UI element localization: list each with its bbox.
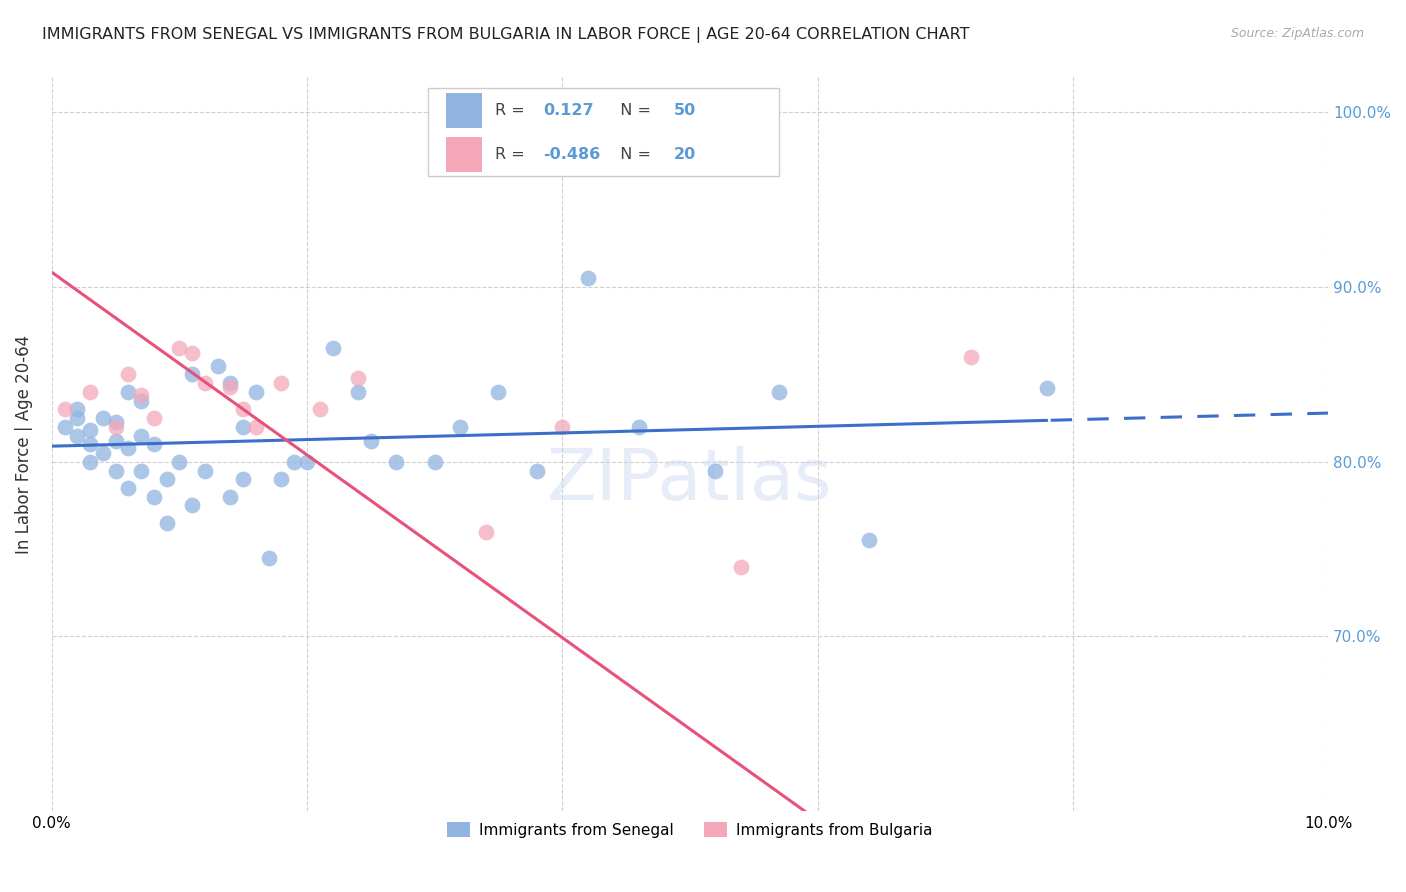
- Point: [257, 550, 280, 565]
- Point: [142, 490, 165, 504]
- Point: [704, 463, 727, 477]
- Point: [117, 368, 139, 382]
- Point: [104, 420, 127, 434]
- Text: ZIPatlas: ZIPatlas: [547, 447, 832, 516]
- Text: 20: 20: [673, 147, 696, 162]
- Point: [79, 423, 101, 437]
- Point: [295, 455, 318, 469]
- Point: [79, 437, 101, 451]
- Text: 0.127: 0.127: [543, 103, 593, 118]
- Point: [181, 499, 204, 513]
- Point: [169, 455, 191, 469]
- Point: [53, 420, 76, 434]
- Point: [181, 346, 204, 360]
- Point: [104, 434, 127, 448]
- Point: [245, 420, 267, 434]
- Point: [526, 463, 548, 477]
- Point: [219, 490, 242, 504]
- Point: [117, 481, 139, 495]
- Legend: Immigrants from Senegal, Immigrants from Bulgaria: Immigrants from Senegal, Immigrants from…: [441, 815, 939, 844]
- Point: [322, 341, 344, 355]
- Point: [627, 420, 650, 434]
- Point: [207, 359, 229, 373]
- Point: [66, 428, 89, 442]
- Point: [53, 402, 76, 417]
- Point: [79, 455, 101, 469]
- Point: [194, 376, 217, 391]
- Point: [181, 368, 204, 382]
- Point: [858, 533, 880, 548]
- FancyBboxPatch shape: [446, 93, 482, 128]
- Point: [129, 463, 152, 477]
- Point: [232, 472, 254, 486]
- Point: [156, 472, 179, 486]
- Text: R =: R =: [495, 103, 530, 118]
- Point: [129, 428, 152, 442]
- Point: [232, 420, 254, 434]
- Point: [232, 402, 254, 417]
- Text: Source: ZipAtlas.com: Source: ZipAtlas.com: [1230, 27, 1364, 40]
- Point: [347, 384, 370, 399]
- Point: [91, 411, 114, 425]
- Point: [730, 559, 752, 574]
- Point: [219, 376, 242, 391]
- Point: [768, 384, 790, 399]
- Point: [488, 384, 510, 399]
- Point: [117, 384, 139, 399]
- Point: [385, 455, 408, 469]
- Text: R =: R =: [495, 147, 530, 162]
- Point: [551, 420, 574, 434]
- Point: [219, 379, 242, 393]
- Y-axis label: In Labor Force | Age 20-64: In Labor Force | Age 20-64: [15, 334, 32, 554]
- Point: [474, 524, 496, 539]
- Point: [169, 341, 191, 355]
- Point: [129, 388, 152, 402]
- Point: [347, 371, 370, 385]
- Text: 50: 50: [673, 103, 696, 118]
- Point: [117, 441, 139, 455]
- Point: [245, 384, 267, 399]
- Point: [104, 415, 127, 429]
- Point: [1036, 381, 1059, 395]
- Point: [270, 376, 292, 391]
- Point: [576, 271, 599, 285]
- Text: IMMIGRANTS FROM SENEGAL VS IMMIGRANTS FROM BULGARIA IN LABOR FORCE | AGE 20-64 C: IMMIGRANTS FROM SENEGAL VS IMMIGRANTS FR…: [42, 27, 970, 43]
- Point: [308, 402, 330, 417]
- Point: [156, 516, 179, 530]
- Text: N =: N =: [610, 147, 655, 162]
- Point: [142, 411, 165, 425]
- Point: [360, 434, 382, 448]
- Text: -0.486: -0.486: [543, 147, 600, 162]
- Point: [79, 384, 101, 399]
- Point: [104, 463, 127, 477]
- Point: [142, 437, 165, 451]
- Point: [91, 446, 114, 460]
- Point: [129, 393, 152, 408]
- FancyBboxPatch shape: [446, 136, 482, 172]
- Point: [270, 472, 292, 486]
- Point: [423, 455, 446, 469]
- Point: [194, 463, 217, 477]
- Point: [283, 455, 305, 469]
- Point: [66, 402, 89, 417]
- Point: [66, 411, 89, 425]
- Point: [449, 420, 471, 434]
- Text: N =: N =: [610, 103, 655, 118]
- FancyBboxPatch shape: [429, 88, 779, 177]
- Point: [959, 350, 981, 364]
